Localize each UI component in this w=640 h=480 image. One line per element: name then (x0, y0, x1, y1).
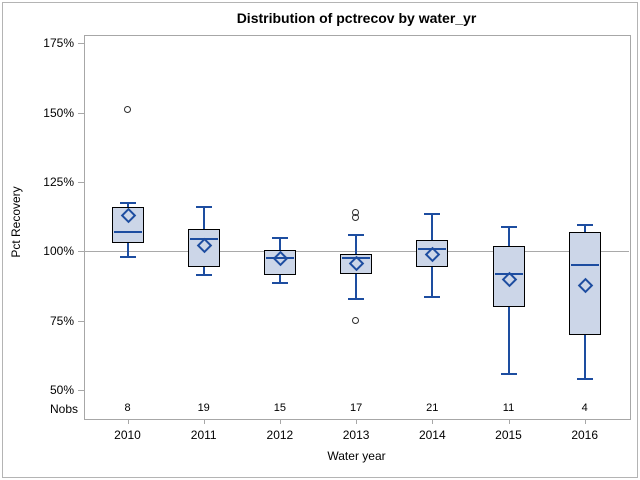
y-tick-mark (78, 43, 84, 45)
y-tick-mark (78, 390, 84, 392)
upper-whisker-2011 (202, 207, 205, 230)
upper-whisker-cap-2013 (348, 233, 365, 236)
x-tick-mark (432, 419, 434, 424)
box-2010 (111, 207, 144, 244)
x-tick-label: 2014 (418, 428, 446, 442)
outlier-2013 (352, 316, 360, 324)
x-tick-mark (203, 419, 205, 424)
x-axis-label: Water year (327, 449, 386, 463)
y-tick-label: 100% (43, 244, 74, 259)
y-tick-mark (78, 251, 84, 253)
y-tick-label: 50% (49, 383, 74, 398)
nobs-value: 17 (349, 402, 363, 414)
lower-whisker-cap-2016 (576, 378, 593, 381)
x-tick-mark (584, 419, 586, 424)
plot-area-frame (84, 35, 631, 420)
outlier-2010 (123, 105, 131, 113)
nobs-value: 19 (197, 402, 210, 414)
upper-whisker-cap-2014 (424, 213, 441, 215)
upper-whisker-2015 (507, 226, 510, 246)
nobs-value: 4 (581, 402, 588, 414)
box-2016 (568, 232, 601, 335)
median-line-2016 (570, 264, 599, 267)
y-tick-mark (78, 112, 84, 114)
nobs-value: 8 (124, 402, 131, 414)
upper-whisker-2012 (278, 237, 281, 251)
lower-whisker-2016 (583, 334, 586, 380)
median-line-2014 (418, 247, 447, 250)
upper-whisker-2014 (431, 214, 434, 241)
lower-whisker-cap-2015 (500, 372, 517, 375)
y-tick-label: 75% (49, 313, 74, 328)
y-tick-label: 175% (43, 36, 74, 51)
y-tick-mark (78, 182, 84, 184)
nobs-value: 11 (502, 402, 515, 414)
x-tick-label: 2015 (495, 428, 522, 442)
x-tick-label: 2012 (266, 428, 294, 442)
lower-whisker-2013 (355, 273, 358, 299)
nobs-value: 21 (426, 402, 439, 414)
lower-whisker-cap-2010 (119, 256, 136, 259)
lower-whisker-cap-2014 (424, 296, 441, 299)
x-tick-mark (127, 419, 129, 424)
box-2015 (492, 245, 525, 307)
nobs-row-label: Nobs (49, 402, 78, 416)
x-tick-label: 2016 (571, 428, 599, 442)
lower-whisker-cap-2012 (271, 282, 288, 285)
upper-whisker-cap-2012 (271, 236, 288, 239)
y-tick-mark (78, 320, 84, 322)
box-2012 (263, 250, 296, 276)
upper-whisker-2013 (355, 234, 358, 255)
upper-whisker-2016 (583, 225, 586, 233)
x-tick-mark (508, 419, 510, 424)
box-2014 (416, 240, 449, 267)
upper-whisker-2010 (126, 202, 129, 208)
x-tick-label: 2010 (114, 428, 141, 442)
x-tick-label: 2011 (190, 428, 217, 442)
median-line-2015 (494, 272, 523, 275)
outlier-2013 (352, 214, 360, 222)
x-tick-mark (279, 419, 281, 424)
x-tick-mark (356, 419, 358, 424)
x-tick-label: 2013 (342, 428, 370, 442)
y-tick-label: 125% (43, 175, 74, 190)
upper-whisker-cap-2015 (500, 225, 517, 228)
box-2011 (187, 229, 220, 267)
lower-whisker-2014 (431, 266, 434, 298)
upper-whisker-cap-2010 (119, 201, 136, 204)
lower-whisker-cap-2013 (348, 297, 365, 300)
lower-whisker-2015 (507, 306, 510, 374)
upper-whisker-cap-2016 (576, 224, 593, 227)
median-line-2010 (113, 231, 142, 234)
median-line-2011 (189, 237, 218, 240)
chart-title: Distribution of pctrecov by water_yr (236, 10, 477, 26)
median-line-2013 (342, 257, 371, 260)
lower-whisker-2010 (126, 243, 129, 258)
y-tick-label: 150% (43, 105, 74, 120)
lower-whisker-cap-2011 (195, 274, 212, 277)
lower-whisker-2011 (202, 266, 205, 276)
median-line-2012 (265, 257, 294, 260)
lower-whisker-2012 (278, 275, 281, 284)
upper-whisker-cap-2011 (195, 206, 212, 209)
nobs-value: 15 (273, 402, 287, 414)
y-axis-label: Pct Recovery (9, 186, 23, 258)
